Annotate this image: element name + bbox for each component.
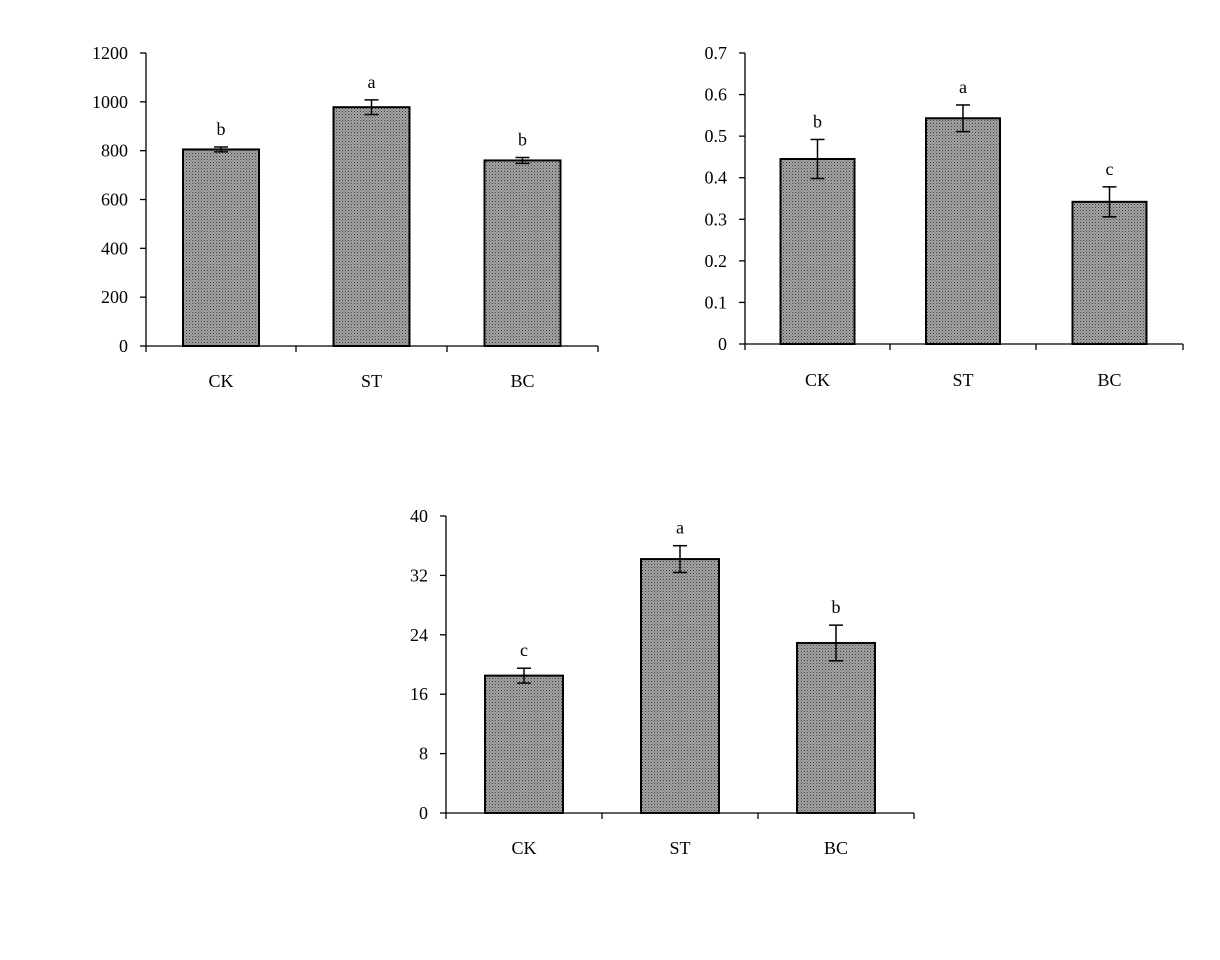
error-bar-st (673, 544, 687, 574)
panel-b-x-axis: CK ST BC (744, 343, 1184, 390)
bar-ck (182, 148, 260, 347)
bar-bc (796, 641, 876, 815)
x-tick-label-st: ST (669, 838, 690, 858)
error-bar-st (364, 99, 379, 116)
bar-bc (1071, 200, 1148, 345)
x-tick-label-st: ST (952, 370, 973, 390)
panel-a-error-bars (214, 99, 530, 165)
significance-label-st: a (676, 518, 684, 538)
y-tick-label: 600 (101, 190, 128, 210)
panel-a-y-axis: 0 200 400 600 800 1000 1200 (92, 43, 147, 356)
x-tick-label-ck: CK (511, 838, 536, 858)
panel-c-bars (484, 558, 876, 815)
y-tick-label: 0.2 (705, 251, 728, 271)
y-tick-label: 0 (718, 334, 727, 354)
panel-a: 0 200 400 600 800 1000 1200 CK ST BC b a b (92, 43, 599, 391)
significance-label-bc: c (1106, 159, 1114, 179)
error-bar-bc (515, 156, 530, 165)
bar-bc (483, 159, 562, 347)
y-tick-label: 1000 (92, 92, 128, 112)
panel-c-error-bars (517, 544, 843, 684)
panel-b-y-axis: 0 0.1 0.2 0.3 0.4 0.5 0.6 0.7 (705, 43, 746, 354)
x-tick-label-ck: CK (208, 371, 233, 391)
y-tick-label: 0.4 (705, 168, 728, 188)
y-tick-label: 0.7 (705, 43, 728, 63)
x-tick-label-bc: BC (824, 838, 848, 858)
y-tick-label: 32 (410, 565, 428, 585)
x-tick-label-bc: BC (1097, 370, 1121, 390)
panel-c-x-axis: CK ST BC (445, 812, 915, 858)
error-bar-bc (1102, 186, 1117, 218)
error-bar-ck (810, 138, 825, 180)
y-tick-label: 0.3 (705, 209, 728, 229)
panel-a-bars (182, 106, 562, 347)
y-tick-label: 400 (101, 238, 128, 258)
bar-st (925, 117, 1001, 346)
y-tick-label: 0.1 (705, 292, 728, 312)
panel-c-significance-labels: c a b (520, 518, 841, 661)
significance-label-ck: c (520, 640, 528, 660)
panel-c-y-axis: 0 8 16 24 32 40 (410, 506, 447, 823)
significance-label-st: a (959, 77, 967, 97)
significance-label-ck: b (813, 111, 822, 131)
y-tick-label: 16 (410, 684, 428, 704)
panel-a-significance-labels: b a b (217, 72, 528, 150)
y-tick-label: 8 (419, 744, 428, 764)
error-bar-ck (517, 667, 531, 684)
x-tick-label-st: ST (361, 371, 382, 391)
panel-b-significance-labels: b a c (813, 77, 1114, 179)
y-tick-label: 1200 (92, 43, 128, 63)
significance-label-st: a (368, 72, 376, 92)
bar-ck (779, 158, 856, 345)
panel-b: 0 0.1 0.2 0.3 0.4 0.5 0.6 0.7 CK ST BC b a c (705, 43, 1184, 390)
y-tick-label: 40 (410, 506, 428, 526)
significance-label-ck: b (217, 119, 226, 139)
x-tick-label-ck: CK (805, 370, 830, 390)
error-bar-bc (829, 624, 843, 662)
error-bar-ck (214, 146, 228, 153)
y-tick-label: 200 (101, 287, 128, 307)
significance-label-bc: b (518, 130, 527, 150)
error-bar-st (956, 104, 970, 133)
significance-label-bc: b (832, 597, 841, 617)
panel-b-error-bars (810, 104, 1117, 218)
bar-st (640, 558, 720, 814)
y-tick-label: 24 (410, 625, 428, 645)
y-tick-label: 800 (101, 141, 128, 161)
y-tick-label: 0 (119, 336, 128, 356)
y-tick-label: 0.5 (705, 126, 728, 146)
y-tick-label: 0 (419, 803, 428, 823)
panel-b-bars (779, 117, 1148, 346)
x-tick-label-bc: BC (510, 371, 534, 391)
bar-ck (484, 674, 564, 815)
y-tick-label: 0.6 (705, 85, 728, 105)
panel-c: 0 8 16 24 32 40 CK ST BC c a b (410, 506, 915, 858)
bar-st (332, 106, 411, 347)
panel-a-x-axis: CK ST BC (145, 345, 599, 391)
